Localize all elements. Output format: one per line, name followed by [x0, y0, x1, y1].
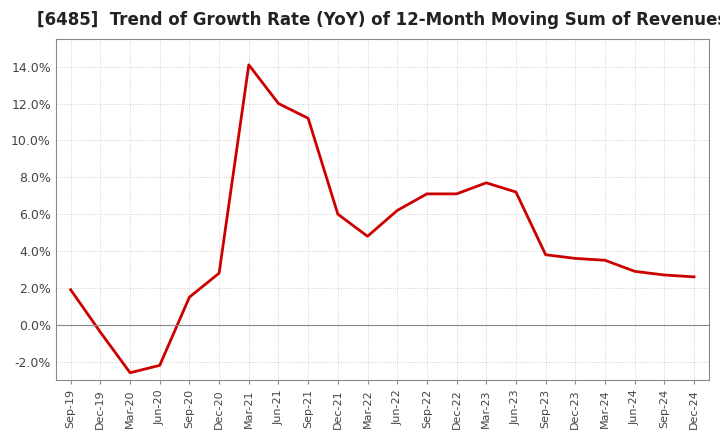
- Title: [6485]  Trend of Growth Rate (YoY) of 12-Month Moving Sum of Revenues: [6485] Trend of Growth Rate (YoY) of 12-…: [37, 11, 720, 29]
